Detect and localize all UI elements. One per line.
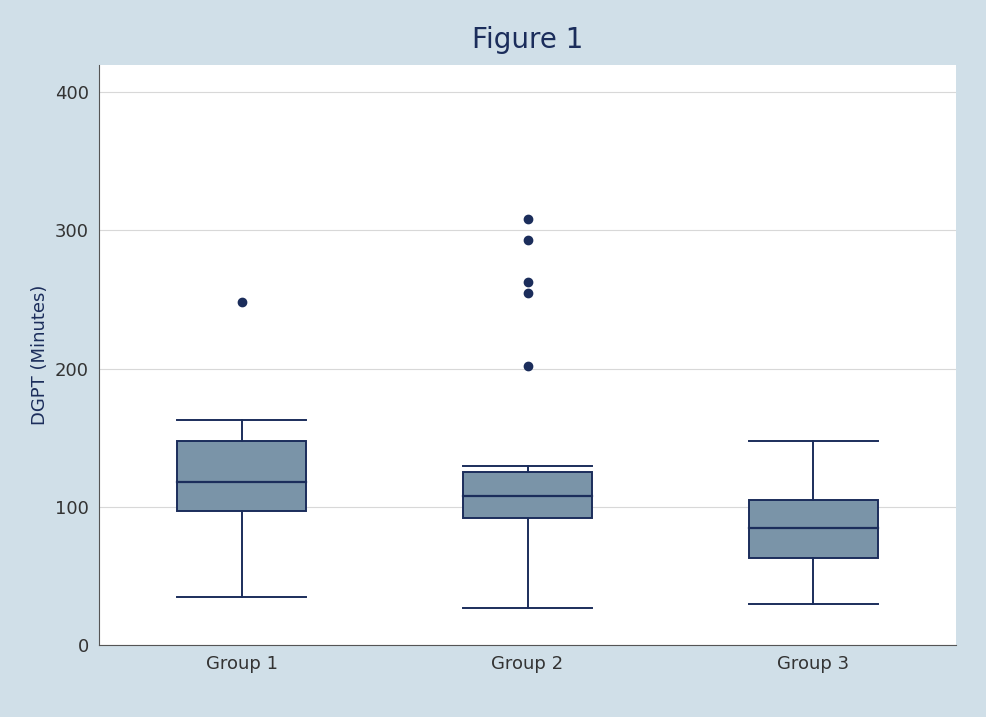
Title: Figure 1: Figure 1	[472, 26, 583, 54]
Bar	[177, 441, 306, 511]
Bar	[749, 500, 878, 558]
Bar	[463, 473, 592, 518]
Y-axis label: DGPT (Minutes): DGPT (Minutes)	[32, 285, 49, 425]
